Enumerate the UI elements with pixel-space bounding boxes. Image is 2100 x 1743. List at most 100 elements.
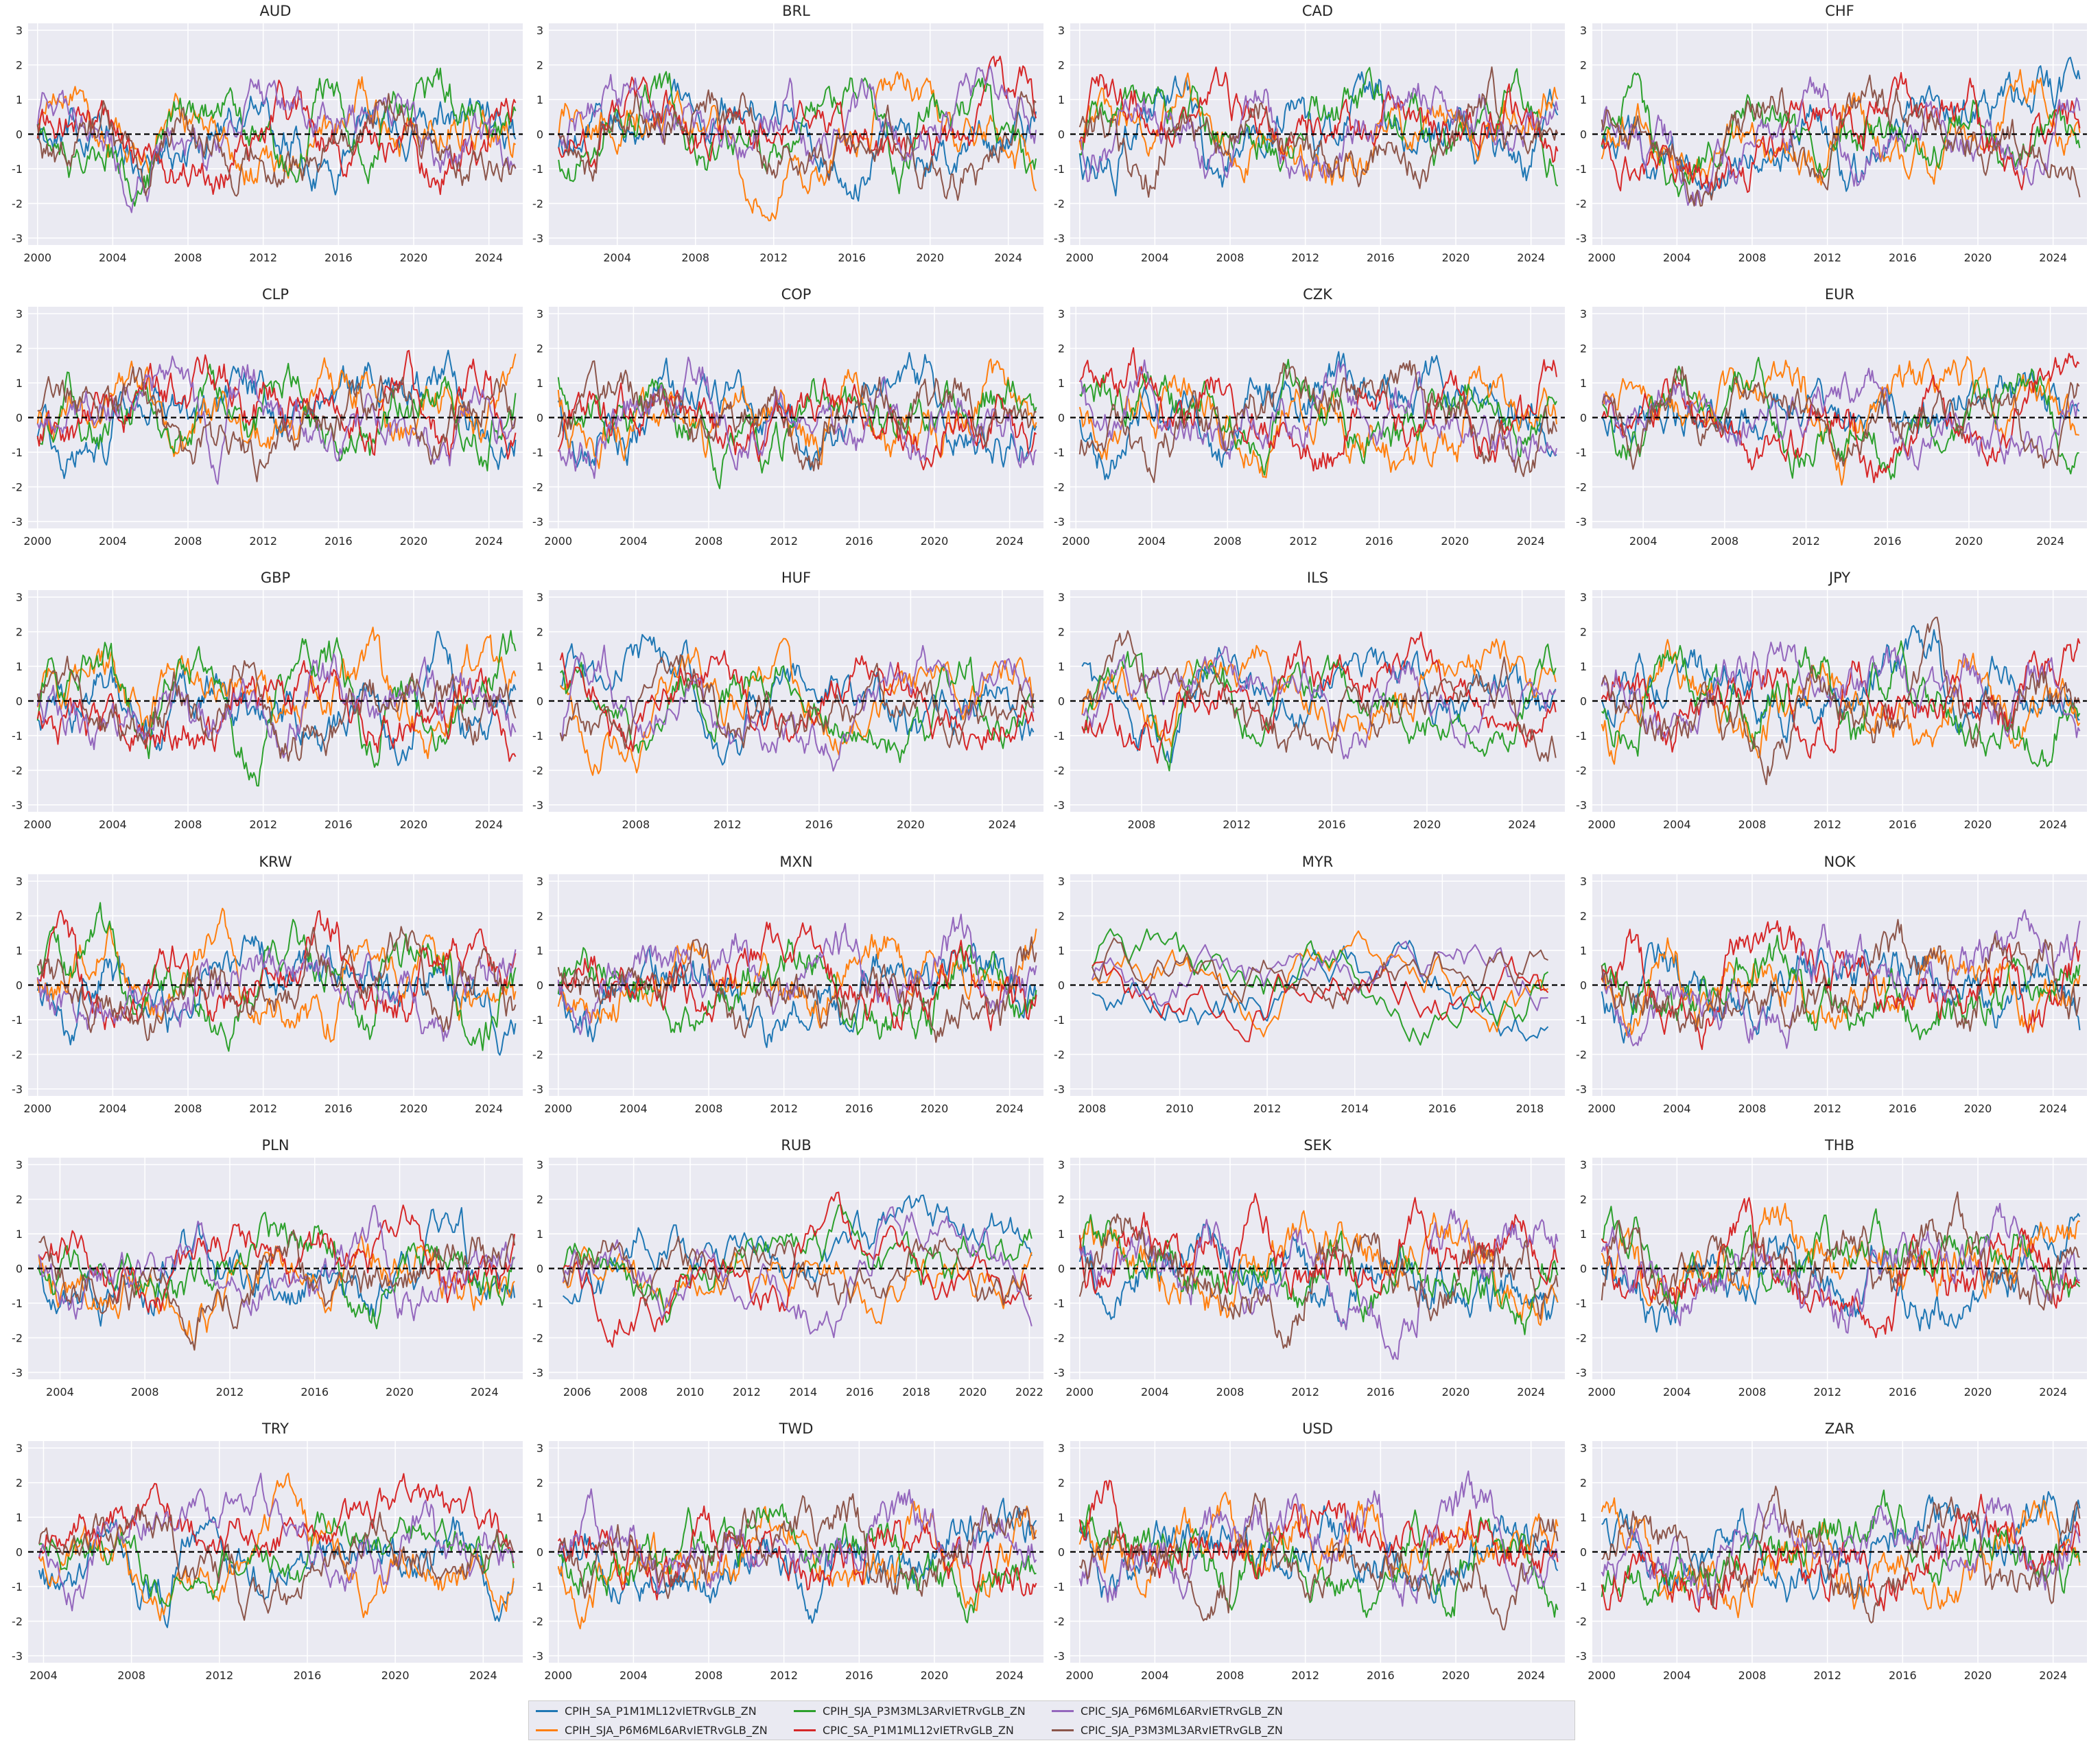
y-tick-label: -2 — [1054, 1615, 1065, 1628]
y-tick-label: -1 — [1576, 446, 1587, 459]
y-tick-label: 0 — [1580, 412, 1587, 425]
y-tick-label: -1 — [1054, 1014, 1065, 1027]
x-tick-label: 2012 — [770, 1669, 798, 1682]
panel-jpy: JPY 3 2 1 0 -1 -2 -3 2000 2004 2008 2012 2016 2020 202… — [1561, 567, 2097, 841]
legend-item: CPIC_SJA_P3M3ML3ARvIETRvGLB_ZN — [1052, 1724, 1310, 1737]
y-tick-label: -1 — [532, 1297, 543, 1310]
x-tick-label: 2008 — [695, 1669, 723, 1682]
y-tick-label: -2 — [1576, 1048, 1587, 1061]
series-line — [562, 1206, 1033, 1338]
y-tick-label: 2 — [536, 1193, 543, 1206]
series-line — [558, 65, 1037, 165]
series-line — [1601, 74, 2081, 207]
x-tick-label: 2008 — [117, 1669, 145, 1682]
x-tick-label: 2016 — [325, 818, 353, 831]
y-tick-label: 2 — [16, 1193, 23, 1206]
y-tick-label: 2 — [1580, 626, 1587, 639]
x-tick-label: 2024 — [994, 251, 1022, 264]
x-tick-label: 2024 — [1517, 1385, 1545, 1399]
x-tick-label: 2016 — [1318, 818, 1346, 831]
series-line — [36, 655, 517, 762]
series-line — [38, 1511, 515, 1607]
y-tick-label: -1 — [12, 446, 23, 459]
y-tick-label: -2 — [1576, 480, 1587, 493]
x-tick-label: 2024 — [989, 818, 1017, 831]
panel-title: GBP — [260, 570, 291, 586]
series-line — [562, 1204, 1033, 1323]
x-tick-label: 2000 — [1065, 1385, 1094, 1399]
panel-eur: EUR 3 2 1 0 -1 -2 -3 2004 2008 2012 2016 2020 2024 — [1561, 283, 2097, 557]
x-tick-label: 2004 — [1663, 1102, 1691, 1115]
x-tick-label: 2018 — [1516, 1102, 1544, 1115]
x-tick-label: 2012 — [1813, 1669, 1841, 1682]
series-line — [38, 1211, 515, 1330]
series-line — [1601, 919, 2081, 1033]
y-tick-label: 1 — [536, 1511, 543, 1524]
x-tick-label: 2004 — [1141, 251, 1169, 264]
y-tick-label: 3 — [1058, 1442, 1065, 1455]
panel-aud: AUD 3 2 1 0 -1 -2 -3 2000 2004 2008 2012 2016 2020 202… — [0, 0, 533, 274]
y-tick-label: 3 — [16, 307, 23, 320]
x-tick-label: 2012 — [770, 535, 798, 548]
x-tick-label: 2020 — [1964, 818, 1992, 831]
series-line — [1601, 366, 2080, 470]
x-tick-label: 2004 — [603, 251, 631, 264]
y-tick-label: 1 — [16, 660, 23, 673]
x-tick-label: 2024 — [995, 1669, 1024, 1682]
series-line — [557, 936, 1037, 1043]
x-tick-label: 2012 — [249, 535, 277, 548]
series-line — [36, 627, 517, 760]
y-tick-label: -1 — [1576, 1297, 1587, 1310]
y-tick-label: 3 — [16, 1442, 23, 1455]
y-tick-label: 3 — [1058, 307, 1065, 320]
series-line — [1601, 1202, 2080, 1334]
y-tick-label: 1 — [536, 660, 543, 673]
legend-swatch — [1052, 1729, 1074, 1731]
x-tick-label: 2004 — [30, 1669, 58, 1682]
x-tick-label: 2004 — [620, 1102, 648, 1115]
y-tick-label: -3 — [1054, 1083, 1065, 1096]
x-tick-label: 2020 — [921, 1669, 949, 1682]
series-line — [557, 377, 1037, 471]
x-tick-label: 2000 — [1588, 1385, 1616, 1399]
panel-title: CLP — [261, 286, 290, 303]
panel-chart: 3 2 1 0 -1 -2 -3 2008 2010 2012 2014 2016 2018 — [1054, 874, 1565, 1115]
series-line — [1092, 930, 1548, 1038]
x-tick-label: 2008 — [622, 818, 650, 831]
y-tick-label: -3 — [12, 799, 23, 812]
y-tick-label: -3 — [12, 515, 23, 528]
y-tick-label: 0 — [536, 128, 543, 141]
series-line — [38, 1506, 515, 1621]
y-tick-label: -2 — [532, 1615, 543, 1628]
plot-area: 3 2 1 0 -1 -2 -3 2008 2012 2016 2020 2024 — [1054, 590, 1565, 831]
panel-chart: 3 2 1 0 -1 -2 -3 2006 2008 2010 2012 2014 2016 2018 20… — [532, 1158, 1043, 1399]
series-line — [558, 89, 1037, 201]
panel-twd: TWD 3 2 1 0 -1 -2 -3 2000 2004 2008 2012 2016 2020 202… — [518, 1418, 1054, 1692]
series-line — [36, 353, 517, 458]
y-tick-label: 3 — [1058, 875, 1065, 888]
y-tick-label: 2 — [16, 626, 23, 639]
series-line — [559, 650, 1035, 752]
y-tick-label: 3 — [536, 307, 543, 320]
panel-pln: PLN 3 2 1 0 -1 -2 -3 2004 2008 2012 2016 2020 2024 — [0, 1134, 533, 1408]
x-tick-label: 2008 — [131, 1385, 159, 1399]
series-line — [1601, 616, 2081, 786]
x-tick-label: 2008 — [1216, 251, 1244, 264]
y-tick-label: 3 — [1580, 1158, 1587, 1171]
x-tick-label: 2010 — [676, 1385, 705, 1399]
x-tick-label: 2008 — [174, 818, 202, 831]
legend-item: CPIH_SJA_P3M3ML3ARvIETRvGLB_ZN — [794, 1705, 1052, 1718]
y-tick-label: -2 — [12, 1615, 23, 1628]
x-tick-label: 2020 — [1964, 251, 1992, 264]
series-line — [36, 355, 517, 485]
x-tick-label: 2012 — [759, 251, 788, 264]
x-tick-label: 2024 — [1517, 251, 1545, 264]
panel-cad: CAD 3 2 1 0 -1 -2 -3 2000 2004 2008 2012 2016 2020 202… — [1039, 0, 1575, 274]
x-tick-label: 2020 — [1413, 818, 1441, 831]
